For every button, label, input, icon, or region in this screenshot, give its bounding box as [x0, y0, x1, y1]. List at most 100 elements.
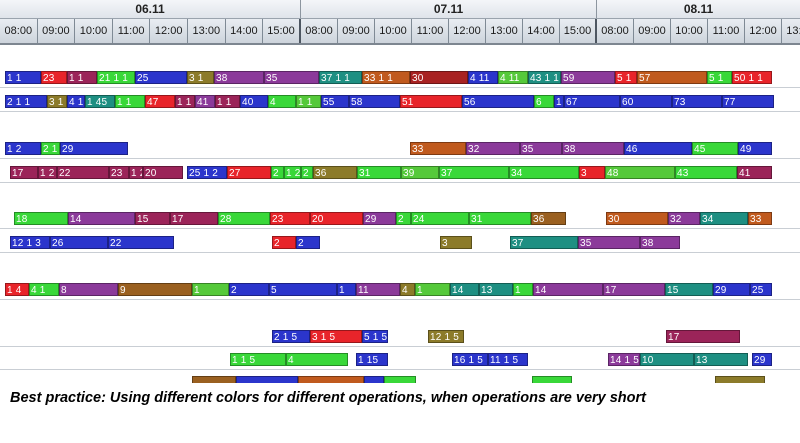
operation-bar[interactable]: 25: [750, 283, 772, 296]
operation-bar[interactable]: 4: [286, 353, 348, 366]
operation-bar[interactable]: [532, 376, 572, 383]
operation-bar[interactable]: 35: [264, 71, 319, 84]
operation-bar[interactable]: 27: [227, 166, 271, 179]
operation-bar[interactable]: 30: [410, 71, 468, 84]
operation-bar[interactable]: 31: [469, 212, 531, 225]
operation-bar[interactable]: 32: [466, 142, 520, 155]
operation-bar[interactable]: 8: [59, 283, 118, 296]
operation-bar[interactable]: 46: [624, 142, 692, 155]
operation-bar[interactable]: 1 1: [5, 71, 41, 84]
operation-bar[interactable]: 22: [108, 236, 174, 249]
operation-bar[interactable]: 14: [533, 283, 603, 296]
operation-bar[interactable]: 24: [411, 212, 469, 225]
operation-bar[interactable]: 40: [240, 95, 268, 108]
operation-bar[interactable]: 36: [531, 212, 566, 225]
operation-bar[interactable]: 22: [57, 166, 109, 179]
operation-bar[interactable]: 30: [606, 212, 668, 225]
operation-bar[interactable]: [384, 376, 416, 383]
operation-bar[interactable]: 43: [675, 166, 737, 179]
operation-bar[interactable]: 4: [400, 283, 415, 296]
operation-bar[interactable]: 60: [620, 95, 672, 108]
operation-bar[interactable]: 45: [692, 142, 738, 155]
operation-bar[interactable]: 15: [135, 212, 170, 225]
operation-bar[interactable]: 4 11: [468, 71, 498, 84]
operation-bar[interactable]: 39: [401, 166, 439, 179]
operation-bar[interactable]: 4 1: [67, 95, 85, 108]
operation-bar[interactable]: 17: [666, 330, 740, 343]
operation-bar[interactable]: 32: [668, 212, 700, 225]
operation-bar[interactable]: 3: [579, 166, 605, 179]
operation-bar[interactable]: 14: [450, 283, 479, 296]
operation-bar[interactable]: 13: [694, 353, 748, 366]
operation-bar[interactable]: 35: [578, 236, 640, 249]
operation-bar[interactable]: 56: [462, 95, 534, 108]
operation-bar[interactable]: 43 1 1: [528, 71, 561, 84]
operation-bar[interactable]: 2: [396, 212, 411, 225]
operation-bar[interactable]: 20: [143, 166, 183, 179]
operation-bar[interactable]: 1 2: [129, 166, 143, 179]
operation-bar[interactable]: 3 1: [47, 95, 67, 108]
operation-bar[interactable]: 2: [229, 283, 269, 296]
operation-bar[interactable]: 18: [14, 212, 68, 225]
operation-bar[interactable]: 33: [410, 142, 466, 155]
operation-bar[interactable]: 1: [192, 283, 229, 296]
operation-bar[interactable]: 1 1: [296, 95, 321, 108]
operation-bar[interactable]: 2: [296, 236, 320, 249]
operation-bar[interactable]: 50 1 1: [732, 71, 772, 84]
operation-bar[interactable]: 3: [440, 236, 472, 249]
operation-bar[interactable]: 11 1 5: [488, 353, 528, 366]
operation-bar[interactable]: 37: [510, 236, 578, 249]
operation-bar[interactable]: 5: [269, 283, 337, 296]
operation-bar[interactable]: 1: [337, 283, 356, 296]
operation-bar[interactable]: 36: [313, 166, 357, 179]
operation-bar[interactable]: 26: [50, 236, 108, 249]
operation-bar[interactable]: 35: [520, 142, 562, 155]
operation-bar[interactable]: 29: [713, 283, 750, 296]
operation-bar[interactable]: 4 1: [29, 283, 59, 296]
operation-bar[interactable]: [298, 376, 364, 383]
operation-bar[interactable]: [715, 376, 765, 383]
operation-bar[interactable]: 1 45: [85, 95, 115, 108]
operation-bar[interactable]: 2: [272, 236, 296, 249]
operation-bar[interactable]: 14: [68, 212, 135, 225]
operation-bar[interactable]: 37 1 1: [319, 71, 362, 84]
operation-bar[interactable]: 1 1: [115, 95, 145, 108]
operation-bar[interactable]: 1 2: [38, 166, 57, 179]
operation-bar[interactable]: 1: [513, 283, 533, 296]
operation-bar[interactable]: 73: [672, 95, 722, 108]
operation-bar[interactable]: 15: [665, 283, 713, 296]
operation-bar[interactable]: 17: [170, 212, 218, 225]
operation-bar[interactable]: 31: [357, 166, 401, 179]
operation-bar[interactable]: 23: [41, 71, 67, 84]
operation-bar[interactable]: 23: [109, 166, 129, 179]
operation-bar[interactable]: 33 1 1: [362, 71, 410, 84]
operation-bar[interactable]: 4: [268, 95, 296, 108]
operation-bar[interactable]: 2 1 5: [272, 330, 310, 343]
operation-bar[interactable]: 5 1 5: [362, 330, 388, 343]
operation-bar[interactable]: 16 1 5: [452, 353, 488, 366]
operation-bar[interactable]: 58: [349, 95, 400, 108]
operation-bar[interactable]: 34: [700, 212, 748, 225]
operation-bar[interactable]: 20: [310, 212, 363, 225]
operation-bar[interactable]: [192, 376, 236, 383]
operation-bar[interactable]: 33: [748, 212, 772, 225]
operation-bar[interactable]: 29: [363, 212, 396, 225]
operation-bar[interactable]: 41: [195, 95, 215, 108]
operation-bar[interactable]: 17: [603, 283, 665, 296]
operation-bar[interactable]: 5 1: [707, 71, 732, 84]
operation-bar[interactable]: 1 1: [215, 95, 240, 108]
operation-bar[interactable]: 29: [60, 142, 128, 155]
operation-bar[interactable]: 4 11: [498, 71, 528, 84]
operation-bar[interactable]: 1 15: [356, 353, 388, 366]
operation-bar[interactable]: 29: [752, 353, 772, 366]
operation-bar[interactable]: 49: [738, 142, 772, 155]
operation-bar[interactable]: 3 1 5: [310, 330, 362, 343]
operation-bar[interactable]: [236, 376, 298, 383]
operation-bar[interactable]: 14 1 5: [608, 353, 640, 366]
operation-bar[interactable]: 1 1: [554, 95, 564, 108]
operation-bar[interactable]: 1 1 5: [230, 353, 286, 366]
operation-bar[interactable]: 13: [479, 283, 513, 296]
operation-bar[interactable]: 2 1: [41, 142, 60, 155]
operation-bar[interactable]: 2 1 1: [5, 95, 47, 108]
operation-bar[interactable]: 17: [10, 166, 38, 179]
